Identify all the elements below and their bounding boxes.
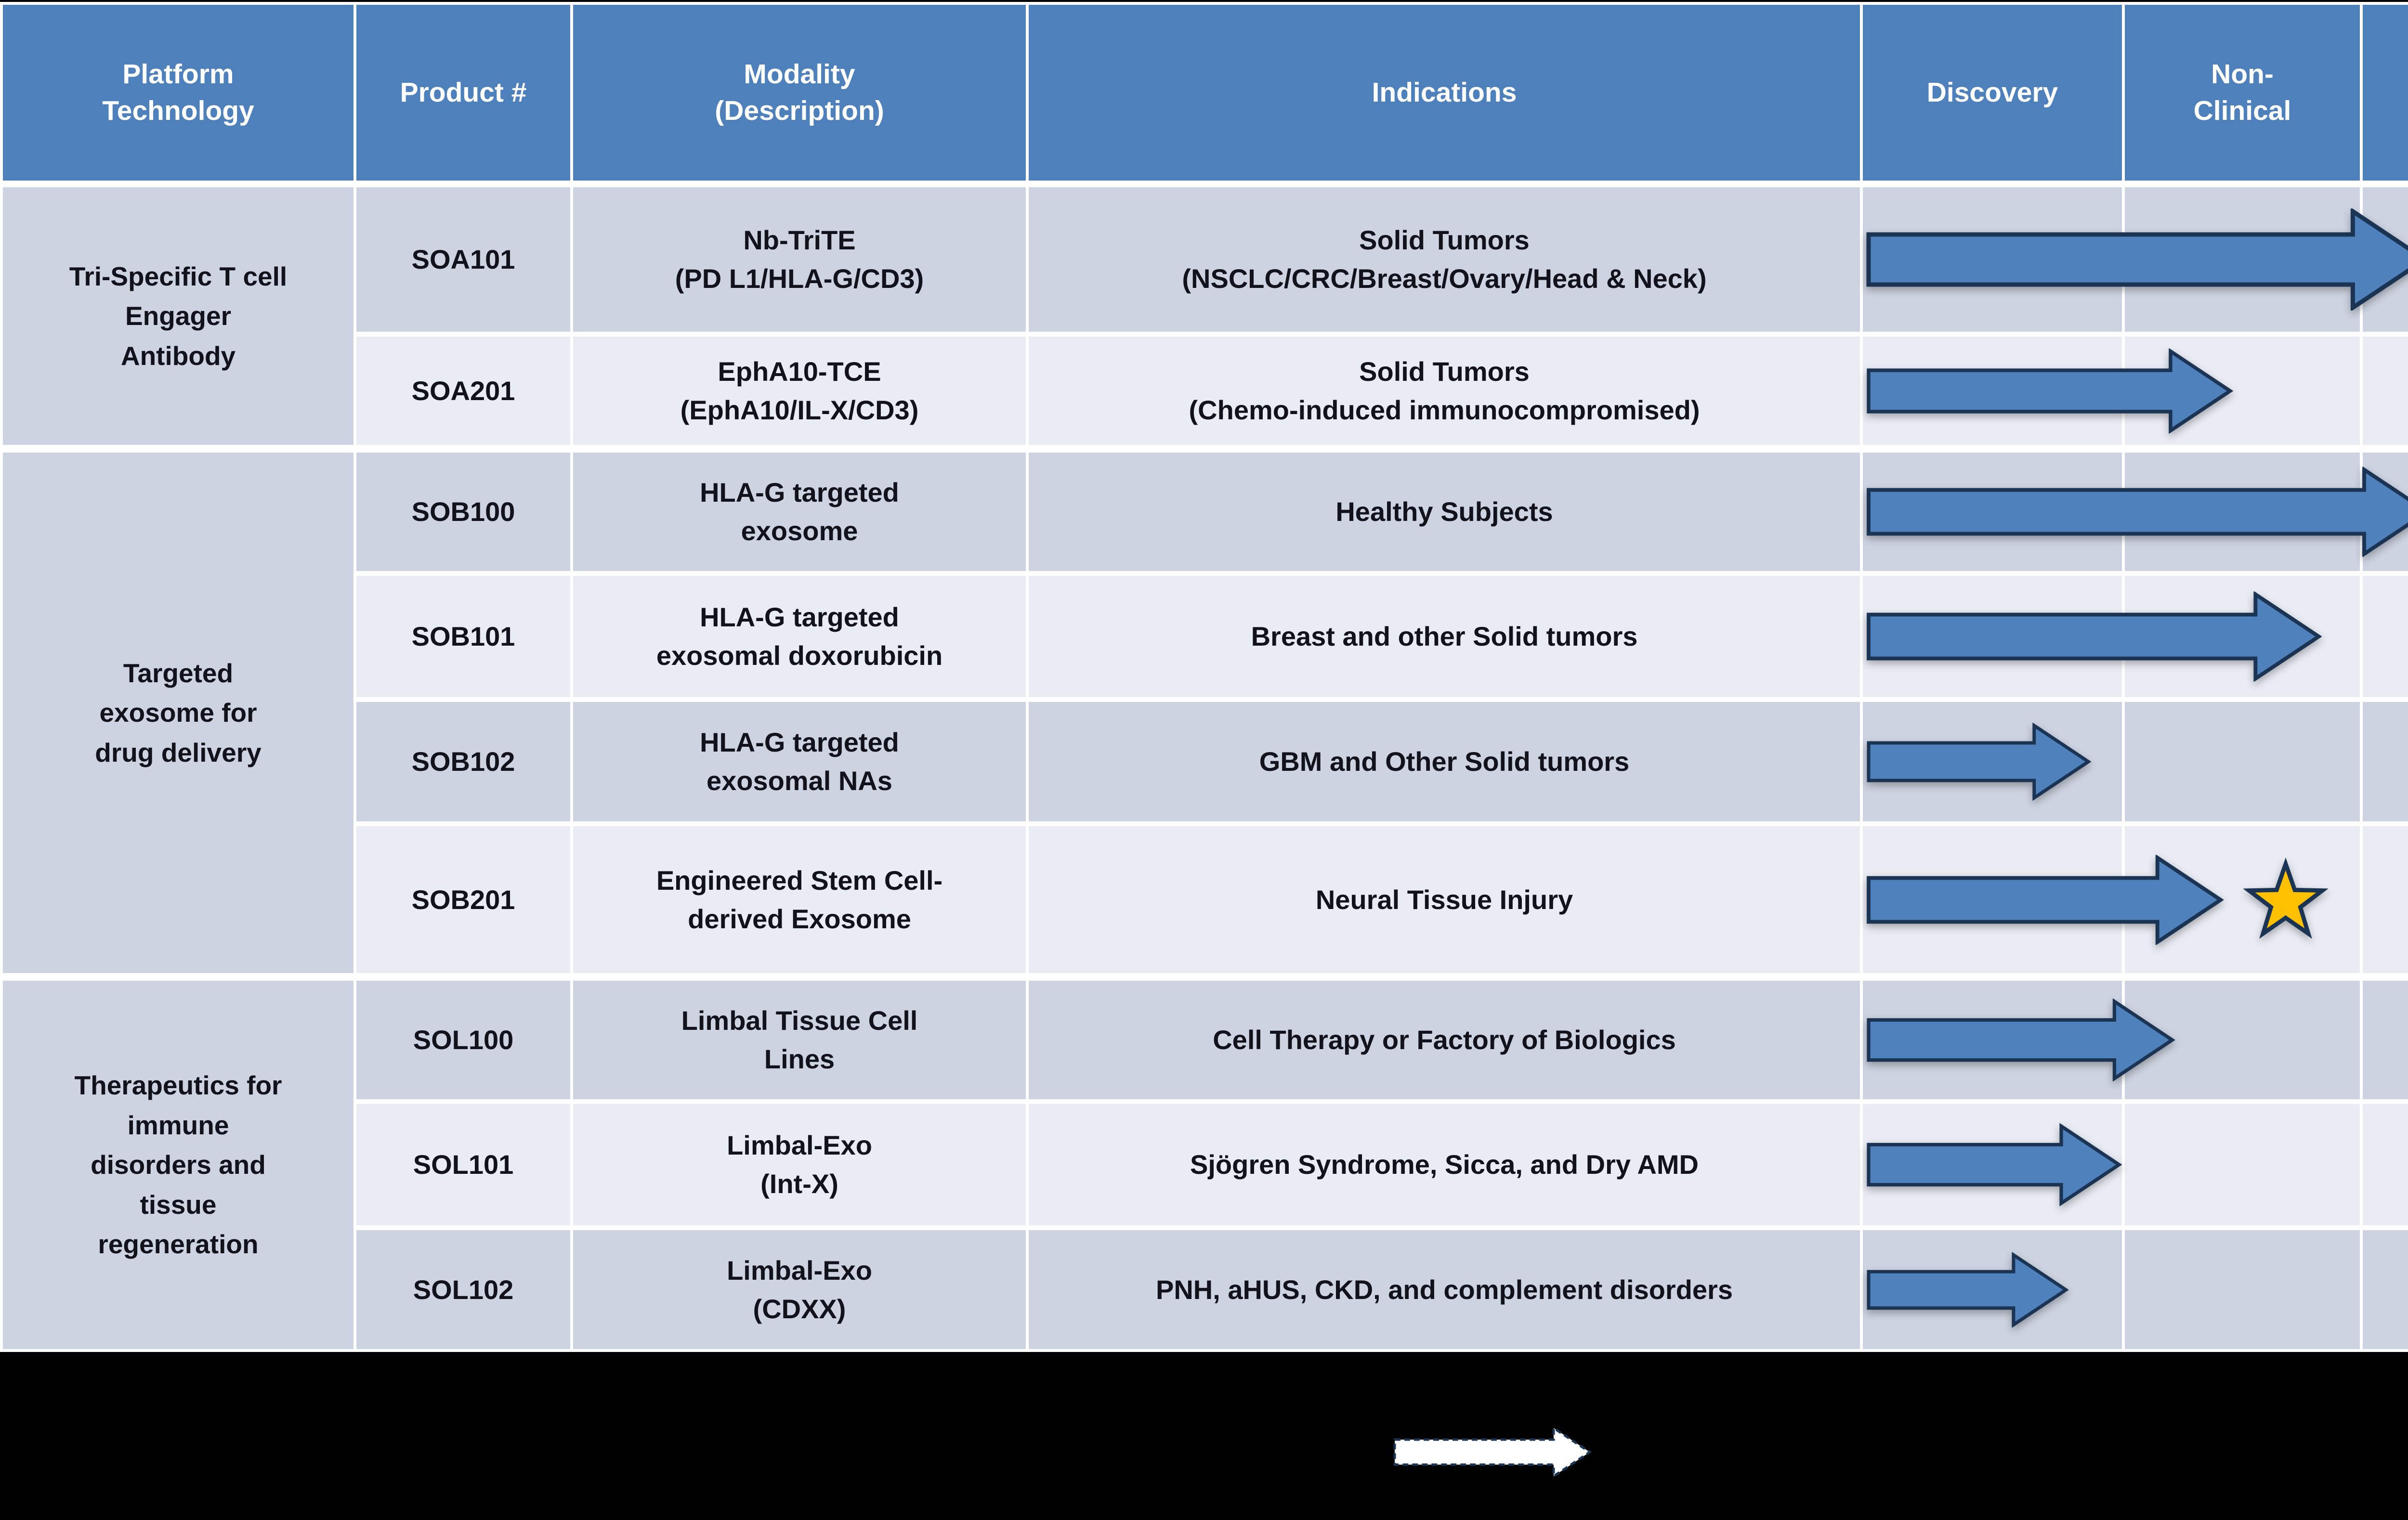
indication-cell: PNH, aHUS, CKD, and complement disorders (1029, 1230, 1860, 1349)
progress-arrow (1866, 1252, 2069, 1327)
product-number-cell: SOA101 (356, 187, 570, 332)
legend-footer (0, 1352, 2408, 1520)
phase-cell (2125, 1230, 2360, 1349)
modality-cell: HLA-G targeted exosomal NAs (573, 702, 1026, 821)
platform-group: Therapeutics for immune disorders and ti… (3, 981, 2408, 1349)
modality-cell: HLA-G targeted exosomal doxorubicin (573, 576, 1026, 697)
modality-cell: Nb-TriTE (PD L1/HLA-G/CD3) (573, 187, 1026, 332)
product-number-cell: SOB101 (356, 576, 570, 697)
table-row: SOL100 Limbal Tissue Cell Lines Cell Thera… (356, 981, 2408, 1099)
indication-cell: Solid Tumors (Chemo-induced immunocompro… (1029, 337, 1860, 445)
platform-group: Tri-Specific T cell Engager Antibody SOA1… (3, 187, 2408, 445)
modality-cell: Limbal-Exo (Int-X) (573, 1104, 1026, 1225)
header-cell-product-number: Product # (356, 5, 570, 181)
indication-cell: Sjögren Syndrome, Sicca, and Dry AMD (1029, 1104, 1860, 1225)
progress-arrow (1866, 348, 2233, 433)
progress-arrow (1866, 723, 2092, 801)
dashed-arrow-icon (1392, 1425, 1593, 1479)
phase-track (1863, 1230, 2408, 1349)
phase-cell (2363, 981, 2408, 1099)
phase-cell (2125, 702, 2360, 821)
indication-cell: Solid Tumors (NSCLC/CRC/Breast/Ovary/Hea… (1029, 187, 1860, 332)
progress-arrow (1866, 999, 2175, 1081)
modality-cell: EphA10-TCE (EphA10/IL-X/CD3) (573, 337, 1026, 445)
phase-track (1863, 826, 2408, 973)
table-row: SOA101 Nb-TriTE (PD L1/HLA-G/CD3) Solid Tu… (356, 187, 2408, 332)
phase-cell (2363, 576, 2408, 697)
product-number-cell: SOL100 (356, 981, 570, 1099)
header-cell-non-clinical: Non- Clinical (2125, 5, 2360, 181)
table-row: SOA201 EphA10-TCE (EphA10/IL-X/CD3) Solid … (356, 337, 2408, 445)
progress-arrow (1866, 855, 2224, 945)
indication-cell: Breast and other Solid tumors (1029, 576, 1860, 697)
header-cell-platform-technology: Platform Technology (3, 5, 353, 181)
phase-track (1863, 702, 2408, 821)
progress-arrow (1866, 208, 2408, 311)
table-row: SOB101 HLA-G targeted exosomal doxorubici… (356, 576, 2408, 697)
table-body: Tri-Specific T cell Engager Antibody SOA1… (3, 187, 2408, 1349)
phase-track (1863, 187, 2408, 332)
indication-cell: Neural Tissue Injury (1029, 826, 1860, 973)
product-number-cell: SOB201 (356, 826, 570, 973)
indication-cell: Healthy Subjects (1029, 453, 1860, 571)
product-number-cell: SOB100 (356, 453, 570, 571)
header-cell-indications: Indications (1029, 5, 1860, 181)
product-number-cell: SOA201 (356, 337, 570, 445)
table-header-row: Platform Technology Product # Modality (… (3, 5, 2408, 181)
progress-arrow (1866, 1123, 2122, 1206)
phase-cell (2125, 1104, 2360, 1225)
phase-track (1863, 453, 2408, 571)
table-row: SOB201 Engineered Stem Cell- derived Exos… (356, 826, 2408, 973)
phase-cell (2363, 826, 2408, 973)
header-cell-phase-1: Phase 1 (2363, 5, 2408, 181)
table-row: SOL101 Limbal-Exo (Int-X) Sjögren Syndrome… (356, 1104, 2408, 1225)
progress-arrow (1866, 591, 2322, 682)
platform-group: Targeted exosome for drug delivery SOB100… (3, 453, 2408, 973)
header-cell-discovery: Discovery (1863, 5, 2122, 181)
phase-cell (2363, 337, 2408, 445)
header-cell-modality: Modality (Description) (573, 5, 1026, 181)
modality-cell: HLA-G targeted exosome (573, 453, 1026, 571)
modality-cell: Limbal Tissue Cell Lines (573, 981, 1026, 1099)
pipeline-table: Platform Technology Product # Modality (… (0, 2, 2408, 1352)
platform-technology-cell: Targeted exosome for drug delivery (3, 453, 353, 973)
platform-technology-cell: Therapeutics for immune disorders and ti… (3, 981, 353, 1349)
product-number-cell: SOL101 (356, 1104, 570, 1225)
modality-cell: Engineered Stem Cell- derived Exosome (573, 826, 1026, 973)
phase-track (1863, 981, 2408, 1099)
platform-technology-cell: Tri-Specific T cell Engager Antibody (3, 187, 353, 445)
table-row: SOB100 HLA-G targeted exosome Healthy Subj… (356, 453, 2408, 571)
product-number-cell: SOB102 (356, 702, 570, 821)
product-number-cell: SOL102 (356, 1230, 570, 1349)
phase-track (1863, 1104, 2408, 1225)
progress-arrow (1866, 467, 2408, 557)
phase-track (1863, 576, 2408, 697)
phase-cell (2363, 702, 2408, 821)
table-row: SOB102 HLA-G targeted exosomal NAs GBM and… (356, 702, 2408, 821)
phase-cell (2363, 1230, 2408, 1349)
phase-track (1863, 337, 2408, 445)
phase-cell (2363, 1104, 2408, 1225)
indication-cell: Cell Therapy or Factory of Biologics (1029, 981, 1860, 1099)
table-row: SOL102 Limbal-Exo (CDXX) PNH, aHUS, CKD, a… (356, 1230, 2408, 1349)
modality-cell: Limbal-Exo (CDXX) (573, 1230, 1026, 1349)
milestone-star-icon (2243, 857, 2329, 942)
indication-cell: GBM and Other Solid tumors (1029, 702, 1860, 821)
